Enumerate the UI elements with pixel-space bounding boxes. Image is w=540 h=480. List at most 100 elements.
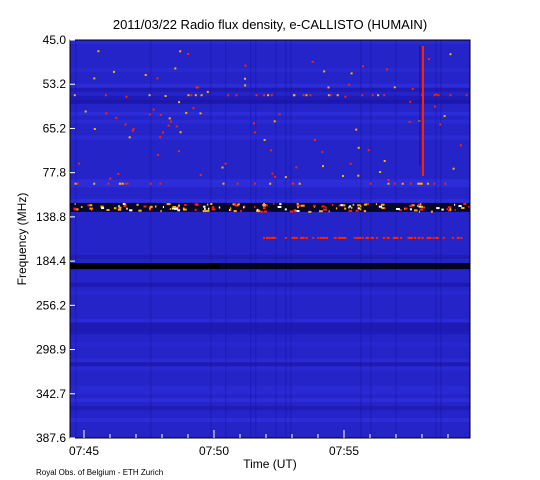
- burst-pixel: [454, 203, 456, 206]
- spectrogram-cell: [435, 40, 437, 438]
- burst-pixel: [299, 236, 302, 239]
- burst-pixel: [460, 236, 463, 239]
- spectrogram-cell: [70, 282, 470, 287]
- spectrogram-cell: [70, 322, 470, 327]
- vertical-burst: [422, 46, 424, 176]
- spectrogram-cell: [70, 290, 470, 295]
- spectrogram-cell: [70, 342, 470, 347]
- burst-pixel: [149, 208, 151, 211]
- burst-pixel: [398, 209, 402, 212]
- spectrogram-cell: [70, 199, 470, 204]
- burst-pixel: [298, 182, 301, 185]
- burst-pixel: [435, 93, 438, 96]
- y-tick-label: 184.4: [36, 254, 66, 268]
- spectrogram-cell: [290, 40, 292, 438]
- burst-pixel: [436, 236, 439, 239]
- burst-pixel: [190, 94, 193, 97]
- burst-pixel: [331, 203, 334, 206]
- burst-pixel: [342, 236, 345, 239]
- burst-pixel: [324, 206, 327, 209]
- burst-pixel: [143, 205, 147, 208]
- burst-pixel: [359, 208, 362, 211]
- spectrogram-cells: [70, 40, 470, 438]
- burst-pixel: [370, 236, 373, 239]
- burst-pixel: [273, 202, 275, 205]
- burst-pixel: [169, 120, 172, 123]
- y-tick-label: 53.2: [43, 77, 67, 91]
- burst-pixel: [274, 236, 277, 239]
- vertical-burst-shadow: [419, 46, 421, 166]
- burst-pixel: [365, 203, 369, 206]
- burst-pixel: [76, 208, 79, 211]
- burst-pixel: [349, 162, 352, 165]
- burst-pixel: [277, 206, 282, 208]
- burst-pixel: [338, 204, 341, 207]
- spectrogram-cell: [225, 40, 227, 438]
- spectrogram-cell: [70, 183, 470, 188]
- burst-pixel: [305, 236, 308, 239]
- burst-pixel: [329, 94, 332, 97]
- burst-pixel: [125, 95, 128, 98]
- burst-pixel: [363, 203, 367, 206]
- burst-pixel: [355, 128, 358, 131]
- burst-pixel: [293, 210, 296, 213]
- burst-pixel: [278, 113, 281, 116]
- burst-pixel: [312, 236, 315, 239]
- burst-pixel: [433, 182, 436, 185]
- spectrogram-cell: [70, 358, 470, 363]
- burst-pixel: [301, 236, 304, 239]
- spectrogram-cell: [70, 99, 470, 104]
- burst-pixel: [124, 182, 127, 185]
- burst-pixel: [400, 236, 403, 239]
- x-axis: 07:45 07:50 07:55: [69, 430, 449, 458]
- burst-pixel: [361, 94, 364, 97]
- burst-pixel: [254, 182, 256, 185]
- burst-pixel: [138, 209, 142, 212]
- burst-pixel: [128, 136, 131, 139]
- burst-pixel: [270, 236, 273, 239]
- burst-pixel: [270, 149, 272, 152]
- burst-pixel: [465, 94, 468, 97]
- burst-pixel: [458, 205, 462, 207]
- burst-pixel: [200, 94, 203, 97]
- burst-pixel: [89, 204, 93, 207]
- burst-pixel: [350, 206, 353, 209]
- spectrogram-cell: [395, 40, 397, 438]
- burst-pixel: [334, 236, 337, 239]
- burst-pixel: [221, 166, 224, 169]
- burst-pixel: [93, 77, 96, 80]
- burst-pixel: [194, 208, 197, 211]
- burst-pixel: [235, 204, 239, 207]
- burst-pixel: [441, 208, 444, 211]
- spectrogram-cell: [70, 40, 470, 44]
- spectrogram-cell: [70, 406, 470, 411]
- burst-pixel: [392, 236, 395, 239]
- y-tick-label: 298.9: [36, 343, 66, 357]
- burst-pixel: [284, 208, 287, 211]
- burst-pixel: [375, 203, 377, 206]
- burst-pixel: [291, 236, 294, 239]
- burst-pixel: [263, 210, 267, 213]
- burst-pixel: [376, 236, 379, 239]
- burst-pixel: [179, 131, 182, 134]
- plot-frame: [69, 39, 471, 439]
- burst-pixel: [136, 203, 139, 206]
- burst-pixel: [254, 206, 256, 209]
- spectrogram-cell: [70, 330, 470, 335]
- burst-pixel: [93, 128, 96, 130]
- x-tick-label: 07:55: [329, 444, 359, 458]
- burst-pixel: [321, 205, 325, 208]
- burst-pixel: [387, 182, 390, 185]
- burst-pixel: [452, 167, 455, 170]
- burst-pixel: [159, 113, 162, 116]
- burst-pixel: [355, 209, 359, 212]
- burst-pixel: [293, 94, 296, 97]
- burst-pixel: [459, 144, 462, 147]
- burst-pixel: [132, 127, 135, 130]
- burst-pixel: [427, 236, 430, 239]
- burst-pixel: [104, 94, 107, 97]
- spectrogram-cell: [70, 111, 470, 116]
- burst-pixel: [126, 182, 129, 185]
- burst-pixel: [449, 53, 452, 56]
- burst-pixel: [463, 202, 467, 205]
